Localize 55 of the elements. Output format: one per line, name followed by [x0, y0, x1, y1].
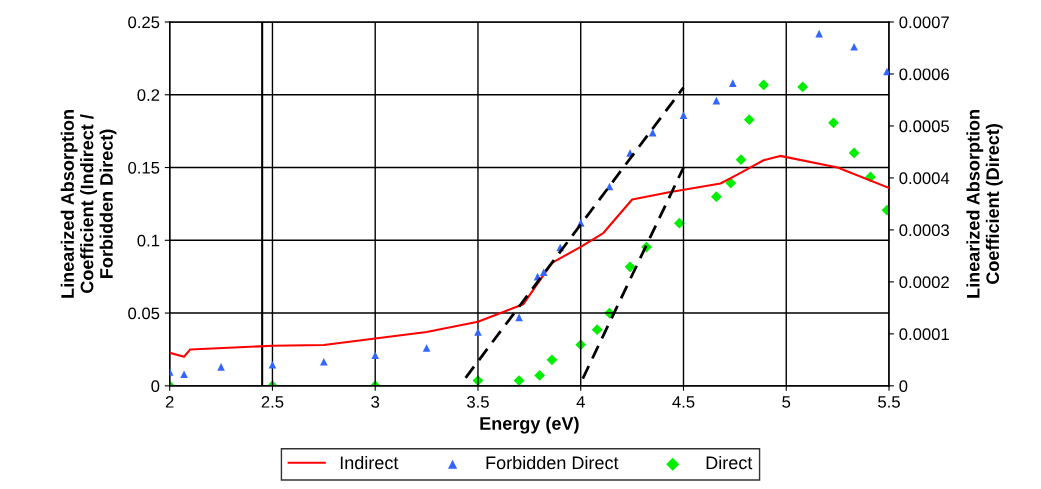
y-tick-label: 0.25 [128, 16, 160, 29]
y-axis-title: Linearized Absorption Coefficient (Indirect / Forbidden Direct) [60, 110, 117, 298]
x-axis-title: Energy (eV) [480, 416, 579, 434]
x-tick-label: 5.5 [878, 396, 900, 408]
point [828, 117, 839, 129]
y2-tick-label: 0.0002 [899, 276, 949, 289]
point [320, 358, 328, 366]
y2-tick-label: 0.0005 [899, 120, 950, 133]
point [534, 370, 545, 381]
y-tick-label: 0.2 [137, 89, 160, 101]
point [624, 261, 636, 273]
y2-tick-label: 0.0006 [899, 68, 949, 81]
point [268, 360, 277, 369]
point [539, 268, 548, 277]
point [711, 191, 722, 203]
point [422, 344, 431, 352]
point [848, 147, 860, 159]
x-tick-label: 2.5 [261, 395, 284, 408]
point [513, 375, 525, 386]
x-tick-label: 4.5 [672, 396, 695, 408]
point [797, 81, 809, 93]
y2-tick-label: 0.0007 [899, 16, 949, 29]
x-tick-label: 5 [782, 396, 791, 408]
x-tick-label: 3 [371, 395, 380, 408]
y2-axis-title: Linearized Absorption Coefficient (Direct) [966, 110, 1003, 298]
y-tick-label: 0 [151, 380, 160, 393]
point [758, 79, 770, 91]
point [674, 217, 685, 229]
y-tick-label: 0.1 [137, 234, 160, 247]
point [217, 363, 225, 371]
y2-tick-label: 0.0001 [899, 328, 949, 341]
y-tick-label: 0.05 [128, 307, 160, 320]
point [735, 154, 747, 166]
y2-tick-label: 0 [899, 380, 908, 393]
point [591, 324, 603, 336]
point [850, 42, 858, 51]
point [546, 354, 558, 366]
point [474, 328, 482, 336]
point [743, 114, 755, 126]
point [371, 351, 380, 360]
legend-label: Indirect [340, 455, 399, 470]
y2-tick-label: 0.0003 [899, 224, 949, 237]
y2-tick-label: 0.0004 [899, 172, 950, 185]
point [725, 177, 737, 189]
point [679, 111, 688, 119]
point [729, 79, 737, 87]
legend-label: Direct [706, 455, 753, 470]
point [515, 313, 523, 322]
point [180, 370, 188, 378]
x-tick-label: 4 [576, 396, 585, 408]
x-tick-label: 2 [165, 395, 174, 408]
legend-label: Forbidden Direct [486, 455, 619, 470]
y-tick-label: 0.15 [128, 161, 160, 174]
x-tick-label: 3.5 [467, 395, 489, 408]
point [883, 67, 890, 76]
